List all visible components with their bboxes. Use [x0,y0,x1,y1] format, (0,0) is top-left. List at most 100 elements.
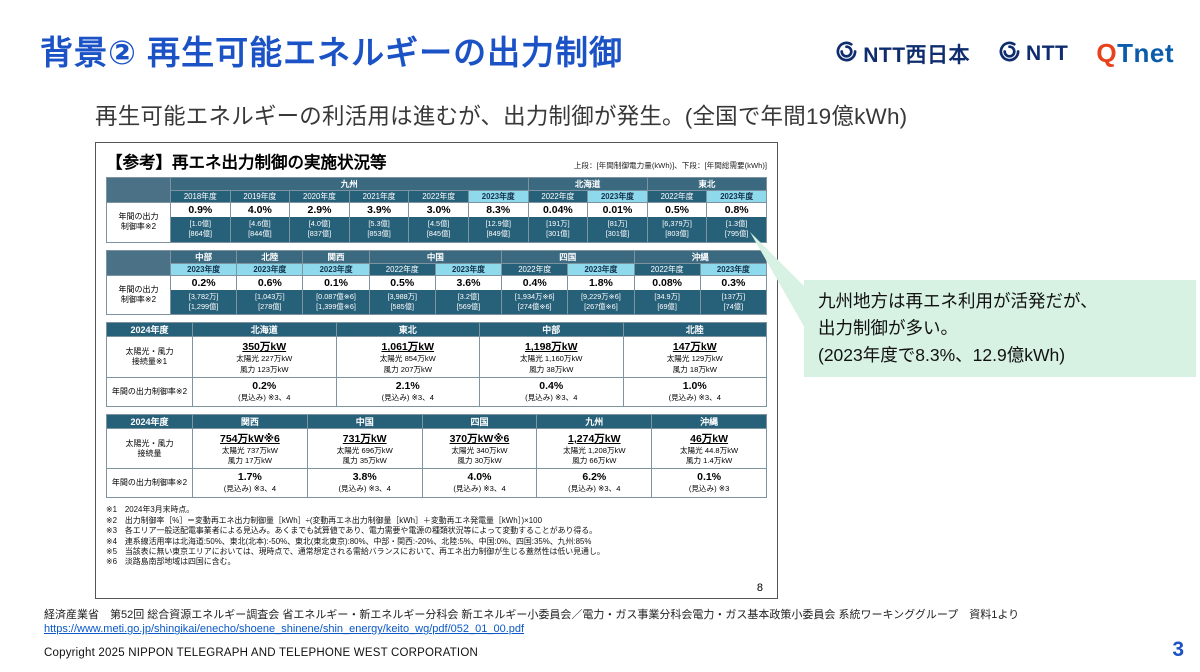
year-header: 2022年度 [646,190,708,203]
total-demand: [274億※6] [517,301,552,311]
page-title: 背景② 再生可能エネルギーの出力制御 [40,34,624,71]
ntt-swirl-icon [998,40,1021,68]
forecast-rate-note: (見込み) ※3、4 [238,392,291,402]
forecast-rate-value: 1.0% [682,379,707,392]
forecast-rate-note: (見込み) ※3、4 [453,484,506,494]
rate-detail: [1.3億] [795億] [707,217,766,242]
controlled-energy: [3,782万] [188,291,219,301]
rate-value: 0.4% [522,276,547,289]
figure-title: 【参考】再エネ出力制御の実施状況等 [106,154,387,172]
rate-table-a-mount: 九州 北海道 東北 2018年度 2019年度 2020年度 2021年度 2022年度 202… [106,177,768,243]
year-header: 2023年度 [434,262,503,276]
ntt-west-logo: NTT西日本 [835,39,970,69]
capacity-wind: 風力 207万kW [383,364,433,374]
capacity-cell: 370万kW※6 太陽光 340万kW 風力 30万kW [421,427,538,470]
forecast-rate-cell: 1.7% (見込み) ※3、4 [192,468,308,499]
figure-page-number: 8 [756,582,763,594]
capacity-wind: 風力 18万kW [672,364,717,374]
forecast-rate-cell: 0.2% (見込み) ※3、4 [192,376,337,407]
controlled-energy: [81万] [607,219,628,228]
footnote: ※4 連系線活用率は北海道:50%、東北(北本):-50%、東北(東北東京):8… [106,536,592,546]
controlled-energy: [4.6億] [249,219,271,228]
forecast-rate-value: 0.2% [252,379,277,392]
callout-line: 出力制御が多い。 [818,318,958,339]
rate-value: 0.2% [191,276,216,289]
controlled-energy: [12.9億] [485,219,512,228]
year-header: 2022年度 [527,190,589,203]
capacity-cell: 1,274万kW 太陽光 1,208万kW 風力 66万kW [536,427,653,470]
capacity-solar: 太陽光 227万kW [236,354,293,364]
rate-value: 0.8% [724,204,749,216]
capacity-cell: 147万kW 太陽光 129万kW 風力 18万kW [622,336,767,378]
slide-subtitle: 再生可能エネルギーの利活用は進むが、出力制御が発生。(全国で年間19億kWh) [95,104,908,129]
rate-detail: [1.0億] [864億] [171,217,230,242]
controlled-energy: [137万] [721,291,746,301]
forecast-rate-note: (見込み) ※3、4 [525,392,578,402]
rate-value: 0.5% [390,276,415,289]
capacity-solar: 太陽光 129万kW [666,354,723,364]
controlled-energy: [0.087億※6] [316,291,356,301]
forecast-region-header: 四国 [421,413,538,429]
rate-cell: 0.3% [137万] [74億] [699,274,768,316]
rate-detail: [6,379万] [803億] [648,217,706,242]
controlled-energy: [6,379万] [662,219,692,228]
region-header: 東北 [646,177,768,191]
capacity-solar: 太陽光 340万kW [451,445,508,455]
rate-cell: 0.04% [191万] [301億] [527,202,589,243]
year-header: 2022年度 [633,262,701,276]
year-header: 2022年度 [501,262,569,276]
year-header: 2020年度 [289,190,350,203]
reference-figure: 【参考】再エネ出力制御の実施状況等 上段：[年間制御電力量(kWh)]、下段：[… [95,142,778,599]
rate-value: 0.1% [324,276,349,289]
controlled-energy: [9,229万※6] [581,291,621,301]
capacity-total: 731万kW [342,432,387,445]
capacity-cell: 1,198万kW 太陽光 1,160万kW 風力 38万kW [479,336,624,378]
year-header: 2023年度 [587,190,648,203]
capacity-solar: 太陽光 1,160万kW [520,354,583,364]
controlled-energy: [4.0億] [308,219,331,228]
footnotes: ※1 2024年3月末時点。 ※2 出力制御率［%］＝変動再エネ出力制御量［kWh… [106,505,767,568]
forecast-rate-cell: 4.0% (見込み) ※3、4 [421,468,538,499]
footnote: ※3 各エリア一般送配電事業者による見込み。あくまでも試算値であり、電力需要や電… [106,526,598,536]
row-label: 太陽光・風力 接続量※1 [106,336,193,378]
slide-page-number: 3 [1172,638,1184,661]
forecast-rate-cell: 1.0% (見込み) ※3、4 [622,376,767,407]
region-header: 北海道 [527,177,648,191]
rate-cell: 0.08% [34.9万] [69億] [633,274,701,316]
year-header: 2023年度 [467,190,529,203]
qtnet-logo: QTnet [1096,38,1174,69]
callout-line: (2023年度で8.3%、12.9億kWh) [818,345,1066,366]
capacity-cell: 754万kW※6 太陽光 737万kW 風力 17万kW [192,427,308,470]
total-demand: [585億] [390,301,415,311]
rate-cell: 1.8% [9,229万※6] [267億※6] [567,274,635,316]
footnote: ※5 当該表に無い東京エリアにおいては、現時点で、通常想定される需給バランスにお… [106,547,605,557]
capacity-wind: 風力 1.4万kW [685,456,733,466]
capacity-wind: 風力 123万kW [239,364,289,374]
capacity-cell: 46万kW 太陽光 44.8万kW 風力 1.4万kW [651,427,767,470]
forecast-region-header: 九州 [536,413,653,429]
source-link[interactable]: https://www.meti.go.jp/shingikai/enecho/… [44,623,525,636]
capacity-total: 1,198万kW [524,341,578,354]
capacity-solar: 太陽光 854万kW [379,354,436,364]
year-header: 2022年度 [408,190,469,203]
capacity-cell: 731万kW 太陽光 696万kW 風力 35万kW [306,427,423,470]
total-demand: [301億] [605,228,630,238]
region-header: 沖縄 [633,249,768,264]
footnote: ※1 2024年3月末時点。 [106,505,195,515]
year-header: 2023年度 [699,262,768,276]
capacity-solar: 太陽光 737万kW [221,445,278,455]
rate-value: 3.9% [367,204,392,216]
rate-detail: [4.0億] [837億] [290,217,349,242]
region-header: 北陸 [236,249,304,264]
forecast-region-header: 北陸 [622,322,767,338]
rate-cell: 4.0% [4.6億] [844億] [229,202,291,243]
forecast-table-b: 2024年度 関西 中国 四国 九州 沖縄 太陽光・風力 接続量 754万kW※6 太陽光 73… [106,413,767,499]
logos: NTT西日本 NTT QTnet [835,38,1174,69]
rate-detail: [0.087億※6] [1,399億※6] [303,289,369,314]
forecast-rate-cell: 2.1% (見込み) ※3、4 [335,376,480,407]
capacity-cell: 1,061万kW 太陽光 854万kW 風力 207万kW [335,336,480,378]
rate-cell: 0.2% [3,782万] [1,299億] [169,274,238,316]
forecast-region-header: 中国 [306,413,423,429]
total-demand: [278億] [258,301,282,311]
rate-detail: [12.9億] [849億] [469,217,528,242]
